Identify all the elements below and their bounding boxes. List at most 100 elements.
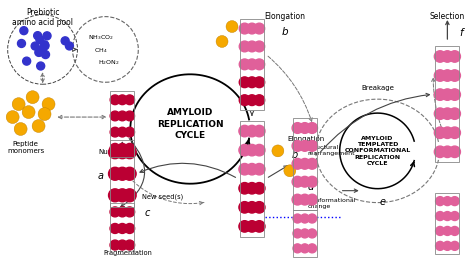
Circle shape: [292, 159, 303, 169]
Circle shape: [442, 146, 453, 157]
Circle shape: [436, 241, 445, 250]
Text: AMYLOID
TEMPLATED
CONFORMATIONAL
REPLICATION
CYCLE: AMYLOID TEMPLATED CONFORMATIONAL REPLICA…: [345, 136, 410, 166]
Circle shape: [293, 229, 302, 238]
Text: Fragmentation: Fragmentation: [103, 250, 152, 256]
Circle shape: [254, 41, 264, 52]
Circle shape: [22, 106, 35, 119]
Circle shape: [307, 194, 318, 205]
Circle shape: [292, 176, 303, 187]
Circle shape: [292, 141, 303, 151]
Circle shape: [284, 165, 296, 177]
Circle shape: [239, 163, 250, 175]
Circle shape: [442, 51, 453, 62]
Circle shape: [450, 212, 459, 220]
Circle shape: [118, 240, 128, 250]
Circle shape: [110, 224, 120, 233]
Circle shape: [450, 226, 459, 235]
Circle shape: [41, 41, 49, 49]
Circle shape: [254, 59, 264, 70]
Circle shape: [301, 214, 310, 223]
Text: b: b: [292, 150, 298, 160]
Text: Prebiotic
amino acid pool: Prebiotic amino acid pool: [12, 8, 73, 27]
Circle shape: [272, 145, 284, 157]
Circle shape: [246, 23, 257, 34]
Circle shape: [434, 127, 446, 139]
Circle shape: [38, 108, 51, 120]
Text: b: b: [282, 26, 288, 37]
Circle shape: [123, 189, 136, 202]
Circle shape: [123, 146, 136, 159]
Circle shape: [246, 145, 258, 156]
Circle shape: [300, 176, 310, 187]
Text: CH$_4$: CH$_4$: [93, 46, 107, 55]
Text: a: a: [97, 171, 103, 181]
Circle shape: [449, 146, 460, 157]
Circle shape: [239, 59, 250, 70]
Circle shape: [254, 163, 265, 175]
Circle shape: [42, 98, 55, 111]
Circle shape: [254, 95, 264, 105]
Circle shape: [239, 183, 250, 194]
Circle shape: [110, 143, 120, 153]
Circle shape: [434, 51, 446, 62]
Circle shape: [449, 127, 460, 139]
Circle shape: [239, 125, 250, 137]
Text: Elongation: Elongation: [288, 136, 325, 142]
Circle shape: [12, 98, 25, 111]
Circle shape: [116, 167, 129, 180]
Circle shape: [20, 27, 28, 35]
Circle shape: [434, 70, 446, 81]
Circle shape: [65, 42, 73, 50]
Circle shape: [42, 51, 49, 59]
Circle shape: [26, 91, 39, 104]
Circle shape: [34, 32, 42, 40]
Circle shape: [246, 125, 258, 137]
Circle shape: [239, 202, 250, 213]
Circle shape: [110, 127, 120, 137]
Circle shape: [226, 20, 238, 33]
Circle shape: [37, 46, 46, 54]
Circle shape: [307, 159, 318, 169]
Circle shape: [246, 202, 258, 213]
Circle shape: [442, 127, 453, 139]
Text: AMYLOID
REPLICATION
CYCLE: AMYLOID REPLICATION CYCLE: [157, 108, 223, 140]
Circle shape: [118, 111, 127, 121]
Text: Peptide
monomers: Peptide monomers: [7, 141, 44, 154]
Circle shape: [239, 23, 250, 34]
Circle shape: [308, 229, 317, 238]
Circle shape: [239, 41, 250, 52]
Circle shape: [292, 123, 303, 133]
Circle shape: [246, 183, 258, 194]
Circle shape: [36, 35, 44, 44]
Circle shape: [254, 202, 265, 213]
Circle shape: [434, 146, 446, 157]
Circle shape: [449, 89, 460, 100]
Circle shape: [14, 123, 27, 135]
Circle shape: [246, 95, 257, 105]
Text: Structural
rearrangement: Structural rearrangement: [308, 146, 356, 156]
Circle shape: [443, 197, 452, 206]
Circle shape: [307, 141, 318, 151]
Circle shape: [434, 89, 446, 100]
Circle shape: [246, 221, 258, 232]
Circle shape: [123, 167, 136, 180]
Circle shape: [125, 127, 135, 137]
Circle shape: [118, 224, 128, 233]
Circle shape: [61, 37, 69, 45]
Text: f: f: [459, 27, 463, 38]
Circle shape: [246, 41, 257, 52]
Circle shape: [293, 214, 302, 223]
Circle shape: [216, 35, 228, 47]
Circle shape: [443, 226, 452, 235]
Circle shape: [118, 143, 127, 153]
Circle shape: [31, 42, 39, 50]
Circle shape: [239, 77, 250, 88]
Circle shape: [442, 89, 453, 100]
Circle shape: [308, 244, 317, 253]
Circle shape: [125, 95, 135, 105]
Circle shape: [32, 120, 45, 133]
Circle shape: [300, 194, 310, 205]
Circle shape: [109, 189, 121, 202]
Circle shape: [301, 244, 310, 253]
Circle shape: [450, 241, 459, 250]
